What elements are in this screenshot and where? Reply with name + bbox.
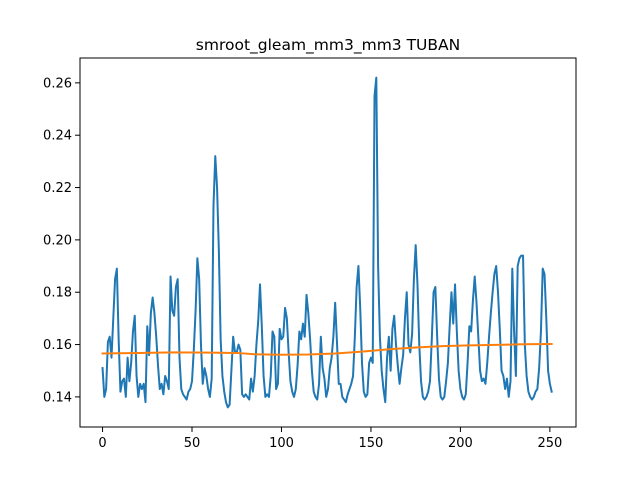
y-tick-label: 0.24 bbox=[43, 129, 72, 144]
series-line-2 bbox=[101, 343, 553, 356]
y-tick-label: 0.18 bbox=[43, 286, 72, 301]
x-tick-label: 100 bbox=[269, 436, 294, 451]
y-tick-label: 0.26 bbox=[43, 76, 72, 91]
x-tick-label: 50 bbox=[184, 436, 201, 451]
y-tick-label: 0.22 bbox=[43, 181, 72, 196]
y-tick-label: 0.20 bbox=[43, 233, 72, 248]
series-line-1 bbox=[101, 76, 553, 409]
series-group bbox=[101, 76, 553, 409]
plot-area bbox=[79, 57, 577, 428]
x-tick-label: 150 bbox=[359, 436, 384, 451]
x-tick-label: 200 bbox=[448, 436, 473, 451]
y-tick-label: 0.14 bbox=[43, 390, 72, 405]
axes-frame bbox=[79, 57, 577, 428]
y-axis: 0.14 0.16 0.18 0.20 0.22 0.24 0.26 bbox=[43, 76, 80, 405]
x-axis: 0 50 100 150 200 250 bbox=[98, 427, 562, 451]
x-tick-label: 0 bbox=[98, 436, 106, 451]
y-tick-label: 0.16 bbox=[43, 338, 72, 353]
chart-title: smroot_gleam_mm3_mm3 TUBAN bbox=[196, 36, 460, 55]
x-tick-label: 250 bbox=[537, 436, 562, 451]
